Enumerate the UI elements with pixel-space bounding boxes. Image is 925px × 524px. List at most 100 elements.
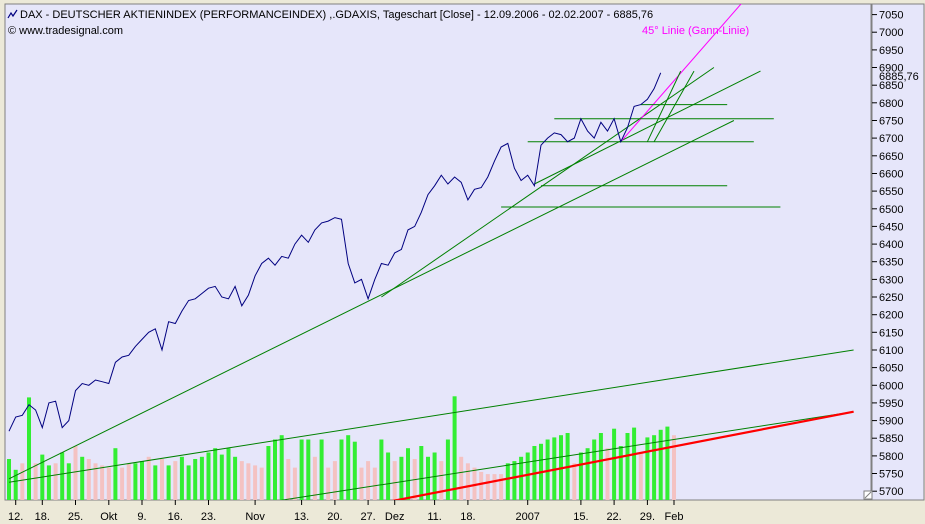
volume-bar (645, 437, 650, 500)
volume-bar (665, 426, 670, 500)
volume-bar (133, 463, 138, 500)
resize-grip-icon[interactable] (863, 490, 873, 500)
volume-bar (93, 463, 98, 500)
x-tick-label: 13. (294, 511, 309, 523)
y-tick-label: 6500 (879, 204, 903, 216)
x-tick-label: 16. (168, 511, 183, 523)
trend-line (8, 120, 735, 480)
x-tick-label: 9. (137, 511, 146, 523)
trend-line (8, 349, 854, 483)
volume-bar (512, 461, 517, 500)
volume-bar (658, 429, 663, 500)
drawn-trend-lines (8, 4, 854, 500)
trend-line (534, 70, 761, 185)
y-tick-label: 6550 (879, 186, 903, 198)
y-tick-label: 6400 (879, 239, 903, 251)
volume-bar (592, 439, 597, 500)
volume-bar (173, 461, 178, 500)
volume-bar (605, 448, 610, 500)
volume-bar (166, 465, 171, 500)
last-value-label: 6885,76 (879, 71, 919, 83)
volume-bars (7, 396, 676, 500)
volume-bar (233, 456, 238, 500)
x-tick-label: 29. (640, 511, 655, 523)
x-tick-label: 2007 (515, 511, 539, 523)
volume-bar (259, 467, 264, 500)
x-tick-label: 11. (427, 511, 441, 523)
volume-bar (219, 454, 224, 500)
y-tick-label: 6600 (879, 169, 903, 181)
volume-bar (319, 439, 324, 500)
x-tick-label: Nov (245, 511, 265, 523)
volume-bar (352, 441, 357, 500)
volume-bar (253, 465, 258, 500)
volume-bar (406, 448, 410, 500)
y-tick-label: 6450 (879, 221, 903, 233)
trend-line (279, 411, 854, 500)
date-axis: 12. 18. 25. Okt 9. 16. 23. Nov 13. 20. 27. Dez 11. 18… (8, 500, 683, 523)
volume-bar (106, 467, 111, 500)
volume-bar (598, 433, 603, 500)
volume-bar (80, 456, 85, 500)
x-tick-label: Okt (100, 511, 117, 523)
volume-bar (632, 427, 637, 500)
volume-bar (472, 467, 477, 500)
volume-bar (326, 467, 331, 500)
volume-bar (100, 465, 105, 500)
volume-bar (292, 467, 297, 500)
volume-bar (7, 459, 11, 500)
volume-bar (273, 439, 277, 500)
volume-bar (519, 456, 524, 500)
y-tick-label: 7000 (879, 27, 903, 39)
volume-bar (426, 456, 430, 500)
volume-bar (306, 439, 311, 500)
volume-bar (126, 463, 131, 500)
x-tick-label: 12. (8, 511, 23, 523)
volume-bar (459, 456, 464, 500)
y-tick-label: 7050 (879, 10, 903, 22)
volume-bar (485, 474, 490, 500)
volume-bar (379, 439, 384, 500)
x-tick-label: 23. (201, 511, 216, 523)
volume-bar (652, 435, 657, 500)
volume-bar (33, 463, 38, 500)
y-tick-label: 6700 (879, 133, 903, 145)
volume-bar (346, 435, 351, 500)
volume-bar (545, 439, 550, 500)
y-tick-label: 5900 (879, 416, 903, 428)
volume-bar (505, 463, 510, 500)
y-tick-label: 5950 (879, 398, 903, 410)
y-tick-label: 6650 (879, 151, 903, 163)
x-tick-label: 20. (327, 511, 342, 523)
chart-title: DAX - DEUTSCHER AKTIENINDEX (PERFORMANCE… (20, 9, 653, 21)
volume-bar (445, 439, 450, 500)
volume-bar (86, 459, 91, 500)
volume-bar (465, 463, 470, 500)
y-tick-label: 5750 (879, 469, 903, 481)
volume-bar (246, 463, 251, 500)
volume-bar (113, 448, 118, 500)
y-tick-label: 6050 (879, 363, 903, 375)
volume-bar (140, 461, 144, 500)
volume-bar (120, 467, 125, 500)
volume-bar (479, 471, 484, 500)
x-tick-label: 22. (606, 511, 621, 523)
y-tick-label: 6000 (879, 380, 903, 392)
x-tick-label: 15. (573, 511, 588, 523)
plot-area (4, 3, 872, 501)
volume-bar (27, 397, 31, 500)
volume-bar (439, 461, 444, 500)
volume-bar (339, 439, 344, 500)
volume-bar (46, 465, 51, 500)
x-tick-label: 27. (360, 511, 375, 523)
volume-bar (13, 469, 18, 500)
channel-line (646, 70, 682, 142)
volume-bar (578, 452, 583, 500)
gann-line-label: 45° Linie (Gann-Linie) (642, 25, 749, 37)
volume-bar (372, 467, 377, 500)
volume-bar (199, 456, 204, 500)
y-tick-label: 5800 (879, 451, 903, 463)
volume-bar (525, 452, 530, 500)
x-tick-label: 25. (68, 511, 83, 523)
volume-bar (20, 463, 25, 500)
